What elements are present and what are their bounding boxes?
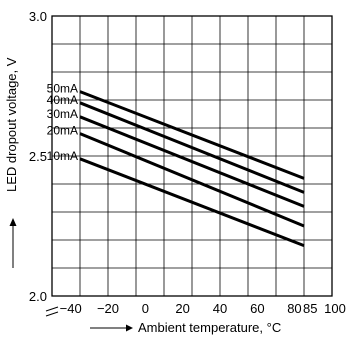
series-label-10mA: 10mA xyxy=(47,149,78,163)
series-lines xyxy=(79,90,305,247)
y-axis-label: LED dropout voltage, V xyxy=(4,57,19,192)
axis-break-gap xyxy=(46,308,58,316)
x-tick-label: −40 xyxy=(60,301,82,316)
x-tick-label: 80 xyxy=(287,301,301,316)
y-tick-label: 2.0 xyxy=(29,289,47,304)
x-tick-label: 20 xyxy=(175,301,189,316)
axis-break-stroke xyxy=(45,311,59,317)
x-tick-label: 0 xyxy=(142,301,149,316)
series-label-50mA: 50mA xyxy=(47,82,78,96)
series-line-30mA xyxy=(79,115,305,208)
plot-frame xyxy=(51,15,333,297)
series-label-30mA: 30mA xyxy=(47,107,78,121)
series-line-50mA xyxy=(79,90,305,180)
y-axis-break-icon xyxy=(45,306,59,317)
grid xyxy=(52,16,332,296)
x-tick-label: −20 xyxy=(97,301,119,316)
series-line-40mA xyxy=(79,101,305,194)
axis-break-stroke xyxy=(45,306,59,312)
x-tick-label: 40 xyxy=(213,301,227,316)
x-tick-labels: −40 −20 0 20 40 60 80 85 100 xyxy=(60,301,346,316)
series-label-40mA: 40mA xyxy=(47,93,78,107)
x-axis-label: Ambient temperature, °C xyxy=(138,320,281,335)
series-label-20mA: 20mA xyxy=(47,124,78,138)
series-line-10mA xyxy=(79,157,305,247)
x-tick-label: 100 xyxy=(324,301,346,316)
series-line-20mA xyxy=(79,132,305,228)
y-tick-label: 3.0 xyxy=(29,9,47,24)
x-tick-label: 85 xyxy=(303,301,317,316)
y-tick-labels: 2.0 2.5 3.0 xyxy=(29,9,47,304)
x-axis-arrow-icon xyxy=(90,324,133,332)
y-axis-arrow-icon xyxy=(9,218,17,268)
x-tick-label: 60 xyxy=(250,301,264,316)
y-tick-label: 2.5 xyxy=(29,149,47,164)
